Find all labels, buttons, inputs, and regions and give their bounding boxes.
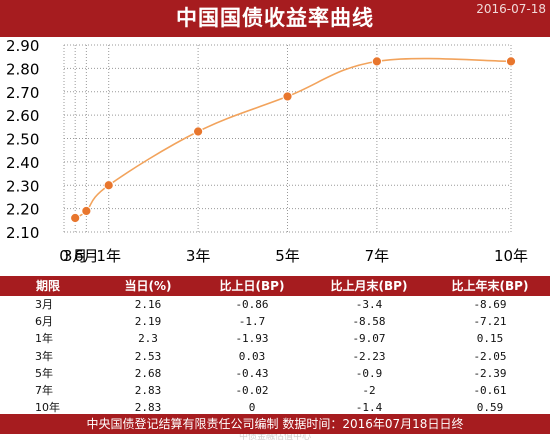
- footer-source-text: 中央国债登记结算有限责任公司编制 数据时间：2016年07月18日日终: [86, 417, 464, 431]
- cell-vs-prev-day: -1.7: [238, 315, 266, 329]
- cell-vs-prev-year: -0.61: [473, 384, 507, 398]
- cell-vs-prev-month: -0.9: [355, 366, 383, 380]
- table-row: 1年 2.3 -1.93 -9.07 0.15: [0, 330, 550, 347]
- cell-vs-prev-month: -3.4: [355, 298, 383, 311]
- cell-term: 1年: [35, 332, 53, 346]
- cell-vs-prev-year: -2.39: [473, 366, 507, 380]
- x-tick-label: 1年: [96, 247, 121, 265]
- cell-vs-prev-month: -9.07: [352, 332, 386, 346]
- cell-vs-prev-day: 0: [248, 401, 256, 415]
- y-tick-label: 2.60: [6, 107, 39, 125]
- data-point: [505, 56, 517, 67]
- table-row: 10年 2.83 0 -1.4 0.59: [0, 399, 550, 416]
- header-vs-prev-day: 比上日(BP): [219, 279, 285, 293]
- x-tick-label: 10年: [494, 247, 528, 265]
- data-point: [282, 91, 293, 102]
- cell-vs-prev-month: -8.58: [352, 315, 386, 329]
- title-ghost-date: 2016-07-18: [476, 2, 546, 16]
- cell-vs-prev-day: -0.86: [235, 298, 269, 311]
- cell-vs-prev-month: -1.4: [355, 401, 383, 415]
- header-term: 期限: [36, 279, 61, 293]
- y-tick-label: 2.10: [6, 224, 39, 242]
- chart-title: 中国国债收益率曲线: [176, 6, 374, 30]
- data-point: [103, 180, 114, 191]
- x-tick-label: 3年: [186, 247, 211, 265]
- cell-vs-prev-day: -0.43: [235, 366, 269, 380]
- chart-title-bar: 中国国债收益率曲线 2016-07-18: [0, 0, 550, 37]
- cell-term: 6月: [35, 315, 53, 329]
- table-row: 5年 2.68 -0.43 -0.9 -2.39: [0, 365, 550, 382]
- yield-table-container: 期限 当日(%) 比上日(BP) 比上月末(BP) 比上年末(BP) 3月 2.…: [0, 276, 550, 416]
- y-tick-label: 2.30: [6, 177, 39, 195]
- y-tick-label: 2.50: [6, 131, 39, 149]
- cell-vs-prev-day: -1.93: [235, 332, 269, 346]
- grid-layer: [63, 44, 512, 233]
- table-row: 6月 2.19 -1.7 -8.58 -7.21: [0, 313, 550, 330]
- x-tick-label: 0: [59, 247, 69, 265]
- cell-today: 2.3: [138, 332, 158, 346]
- x-tick-label: 3月: [63, 247, 88, 265]
- cell-term: 3年: [35, 349, 53, 363]
- cell-term: 5年: [35, 366, 53, 380]
- cell-vs-prev-year: 0.15: [476, 332, 504, 346]
- cell-today: 2.68: [134, 366, 162, 380]
- data-point: [371, 56, 382, 67]
- data-point-layer: [70, 56, 517, 224]
- cell-today: 2.83: [134, 384, 162, 398]
- y-tick-label: 2.20: [6, 201, 39, 219]
- data-point: [70, 212, 81, 224]
- y-axis-tick-labels: 2.10 2.20 2.30 2.40 2.50 2.60 2.70 2.80 2.90: [6, 37, 39, 242]
- cell-term: 3月: [35, 298, 53, 311]
- table-row: 7年 2.83 -0.02 -2 -0.61: [0, 382, 550, 399]
- cell-vs-prev-day: -0.02: [235, 384, 269, 398]
- y-tick-label: 2.80: [6, 60, 39, 78]
- cell-vs-prev-day: 0.03: [238, 349, 266, 363]
- footer-source-bar: 中央国债登记结算有限责任公司编制 数据时间：2016年07月18日日终: [0, 414, 550, 434]
- table-row: 3月 2.16 -0.86 -3.4 -8.69: [0, 296, 550, 313]
- cell-vs-prev-year: -7.21: [473, 315, 507, 329]
- y-tick-label: 2.70: [6, 84, 39, 102]
- yield-curve-chart: 2.10 2.20 2.30 2.40 2.50 2.60 2.70 2.80 2.90 03月…: [6, 37, 528, 265]
- x-tick-label: 6月: [74, 247, 99, 265]
- cell-vs-prev-year: 0.59: [476, 401, 504, 415]
- y-tick-label: 2.90: [6, 37, 39, 55]
- data-point: [81, 205, 92, 217]
- cell-vs-prev-year: -2.05: [473, 349, 507, 363]
- footer-ghost-text: 中债金融估值中心: [238, 434, 311, 441]
- cell-today: 2.19: [134, 315, 162, 329]
- data-point: [193, 126, 204, 137]
- cell-term: 7年: [35, 384, 53, 398]
- header-vs-prev-year: 比上年末(BP): [451, 279, 529, 293]
- header-vs-prev-month: 比上月末(BP): [330, 279, 408, 293]
- yield-table: 期限 当日(%) 比上日(BP) 比上月末(BP) 比上年末(BP) 3月 2.…: [0, 276, 550, 416]
- cell-today: 2.16: [134, 298, 162, 311]
- cell-today: 2.53: [134, 349, 162, 363]
- y-tick-label: 2.40: [6, 154, 39, 172]
- cell-vs-prev-month: -2: [362, 384, 376, 398]
- x-tick-label: 7年: [365, 247, 390, 265]
- table-row: 3年 2.53 0.03 -2.23 -2.05: [0, 348, 550, 365]
- table-header-row: 期限 当日(%) 比上日(BP) 比上月末(BP) 比上年末(BP): [0, 276, 550, 296]
- cell-vs-prev-year: -8.69: [473, 298, 507, 311]
- header-today: 当日(%): [124, 279, 172, 293]
- cell-vs-prev-month: -2.23: [352, 349, 386, 363]
- cell-today: 2.83: [134, 401, 162, 415]
- cell-term: 10年: [35, 401, 60, 415]
- x-tick-label: 5年: [275, 247, 300, 265]
